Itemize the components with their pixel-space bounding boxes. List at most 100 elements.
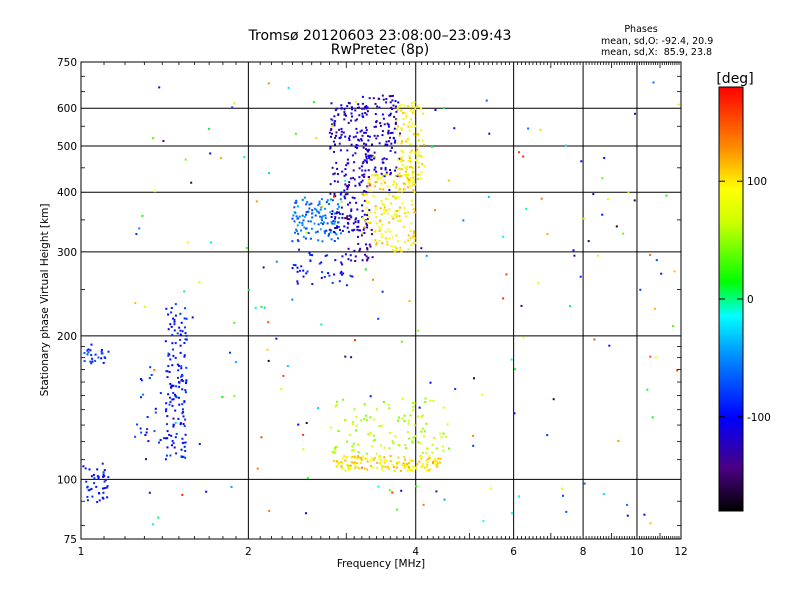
data-point — [394, 121, 397, 124]
data-point — [369, 221, 372, 224]
data-point — [407, 211, 409, 214]
data-point — [184, 456, 187, 459]
data-point — [368, 97, 371, 100]
data-point — [387, 228, 390, 231]
data-point — [180, 455, 183, 458]
data-point — [355, 415, 358, 418]
data-point — [301, 224, 304, 227]
data-point — [360, 181, 363, 184]
colorbar-label: [deg] — [716, 71, 753, 87]
data-point — [350, 356, 353, 359]
data-point — [399, 132, 402, 135]
data-point — [327, 234, 330, 237]
data-point — [163, 437, 165, 440]
data-point — [398, 444, 401, 447]
data-point — [602, 493, 605, 495]
data-point — [336, 180, 339, 183]
data-point — [385, 171, 388, 174]
data-point — [395, 214, 398, 217]
data-point — [395, 216, 398, 219]
data-point — [350, 456, 353, 459]
data-point — [86, 496, 89, 498]
data-point — [168, 371, 171, 373]
data-point — [334, 405, 337, 408]
data-point — [181, 493, 184, 496]
data-point — [355, 217, 358, 220]
data-point — [231, 106, 234, 109]
data-point — [421, 462, 424, 465]
data-point — [364, 253, 367, 256]
data-point — [92, 473, 95, 476]
data-point — [339, 149, 342, 152]
data-point — [347, 464, 350, 467]
data-point — [412, 208, 415, 211]
data-point — [340, 465, 343, 468]
data-point — [546, 434, 549, 437]
data-point — [172, 425, 175, 428]
data-point — [406, 469, 409, 472]
data-point — [102, 491, 105, 494]
data-point — [406, 178, 409, 181]
data-point — [103, 487, 106, 490]
data-point — [397, 190, 400, 193]
data-point — [181, 437, 184, 440]
data-point — [627, 191, 630, 194]
data-point — [677, 103, 680, 106]
data-point — [472, 444, 475, 447]
data-point — [649, 522, 652, 525]
data-point — [399, 469, 402, 472]
data-point — [416, 173, 419, 176]
data-point — [82, 465, 85, 468]
data-point — [320, 261, 323, 264]
data-point — [540, 197, 543, 200]
data-point — [368, 135, 371, 138]
data-point — [397, 196, 400, 199]
data-point — [172, 442, 175, 445]
data-point — [181, 330, 184, 333]
data-point — [352, 229, 354, 232]
data-point — [406, 138, 409, 141]
data-point — [324, 254, 327, 257]
data-point — [412, 176, 415, 179]
data-point — [391, 236, 394, 239]
data-point — [321, 223, 324, 225]
data-point — [191, 316, 194, 319]
data-point — [296, 239, 299, 242]
data-point — [397, 173, 399, 176]
data-point — [340, 104, 343, 107]
data-point — [572, 249, 575, 252]
data-point — [90, 343, 93, 346]
data-point — [412, 180, 415, 183]
data-point — [172, 423, 175, 426]
data-point — [93, 482, 96, 485]
data-point — [357, 225, 360, 228]
data-point — [345, 185, 348, 188]
data-point — [425, 466, 428, 469]
data-point — [411, 172, 414, 175]
data-point — [375, 222, 378, 225]
data-point — [103, 480, 106, 483]
data-point — [344, 419, 346, 422]
data-point — [387, 403, 390, 406]
data-point — [355, 424, 358, 427]
data-point — [573, 254, 576, 257]
data-point — [174, 314, 177, 317]
data-point — [401, 417, 404, 420]
data-point — [306, 270, 309, 273]
data-point — [408, 468, 411, 471]
data-point — [334, 216, 337, 219]
data-point — [403, 419, 406, 422]
data-point — [363, 417, 366, 420]
data-point — [140, 431, 143, 434]
data-point — [388, 189, 391, 191]
data-point — [398, 215, 401, 218]
data-point — [330, 127, 333, 130]
data-point — [353, 249, 356, 252]
data-point — [305, 512, 307, 515]
data-point — [391, 99, 394, 102]
data-point — [328, 233, 330, 236]
data-point — [437, 457, 440, 460]
data-point — [407, 239, 410, 242]
data-point — [97, 477, 100, 480]
data-point — [302, 448, 305, 451]
